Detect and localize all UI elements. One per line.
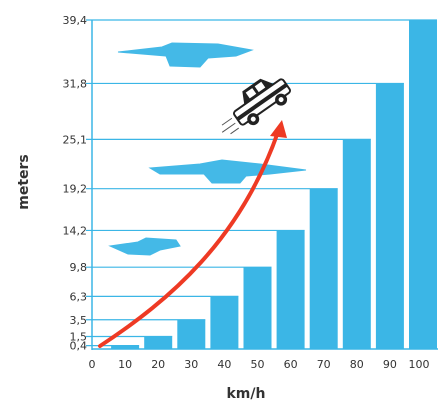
bar: [342, 139, 371, 349]
bar: [375, 83, 404, 350]
x-tick-label: 20: [151, 358, 165, 371]
bar: [243, 267, 272, 349]
y-axis-title: meters: [16, 154, 32, 210]
y-tick-labels: 0,41,5 3,5 6,3 9,8 14,2 19,2 25,1 31,8 39,4: [63, 14, 88, 353]
y-tick-label: 31,8: [63, 77, 88, 90]
x-tick-label-zero: 0: [89, 358, 96, 371]
x-tick-label: 60: [284, 358, 298, 371]
cloud-icon: [148, 159, 307, 184]
arrow-head: [270, 120, 287, 138]
y-tick-label: 19,2: [63, 183, 88, 196]
car-icon: [221, 78, 291, 135]
x-tick-label: 50: [251, 358, 265, 371]
y-tick-label: 6,3: [70, 290, 88, 303]
y-tick-label: 3,5: [70, 314, 88, 327]
x-tick-label: 30: [184, 358, 198, 371]
y-tick-label: 0,4: [70, 340, 88, 353]
bar: [276, 230, 305, 349]
bar: [409, 20, 437, 349]
bar: [177, 319, 206, 349]
x-tick-label: 70: [317, 358, 331, 371]
y-tick-label: 25,1: [63, 133, 88, 146]
y-tick-label: 14,2: [63, 224, 88, 237]
x-tick-labels: 10 20 30 40 50 60 70 80 90 100: [118, 358, 429, 371]
x-tick-label: 40: [217, 358, 231, 371]
bar: [144, 336, 173, 349]
x-tick-label: 90: [383, 358, 397, 371]
bar: [210, 296, 239, 349]
y-tick-label: 9,8: [70, 261, 88, 274]
trend-arrow: [98, 130, 280, 348]
bars: [111, 20, 437, 350]
cloud-icon: [117, 42, 254, 68]
bar: [111, 345, 140, 349]
cloud-icon: [108, 237, 181, 256]
x-axis-title: km/h: [227, 386, 266, 402]
y-tick-label: 1,5: [70, 330, 88, 343]
x-tick-label: 100: [409, 358, 430, 371]
gridlines: [86, 19, 437, 347]
y-tick-label: 39,4: [63, 14, 88, 27]
bar: [309, 188, 338, 349]
x-tick-label: 80: [350, 358, 364, 371]
x-tick-label: 10: [118, 358, 132, 371]
